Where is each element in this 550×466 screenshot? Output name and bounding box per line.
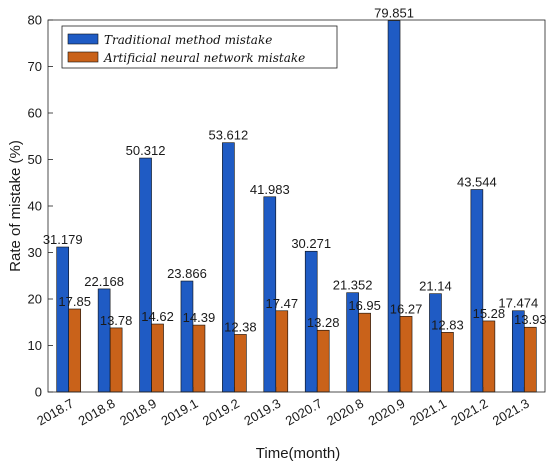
bar-ann-2018.7 <box>69 309 81 392</box>
data-label-ann-2018.8: 13.78 <box>100 313 133 328</box>
y-tick-label: 60 <box>28 106 42 121</box>
y-tick-label: 50 <box>28 152 42 167</box>
plot-frame <box>48 20 545 392</box>
bar-traditional-2021.2 <box>471 190 483 392</box>
x-tick-label-2019.1: 2019.1 <box>159 396 201 429</box>
data-label-traditional-2019.2: 53.612 <box>208 128 248 143</box>
data-label-ann-2020.8: 16.95 <box>348 298 381 313</box>
y-axis-title: Rate of mistake (%) <box>7 140 24 272</box>
data-label-traditional-2021.3: 17.474 <box>498 296 538 311</box>
x-tick-label-2018.9: 2018.9 <box>117 396 159 429</box>
x-tick-label-2021.3: 2021.3 <box>490 396 532 429</box>
bar-traditional-2018.7 <box>57 247 69 392</box>
legend-label-ann: Artificial neural network mistake <box>103 51 305 65</box>
bar-traditional-2020.9 <box>388 21 400 392</box>
data-label-traditional-2018.8: 22.168 <box>84 274 124 289</box>
legend: Traditional method mistake Artificial ne… <box>62 26 337 68</box>
bar-traditional-2019.3 <box>264 197 276 392</box>
y-tick-label: 70 <box>28 59 42 74</box>
data-label-ann-2019.1: 14.39 <box>183 310 216 325</box>
bar-ann-2019.1 <box>193 325 205 392</box>
bar-traditional-2018.8 <box>98 289 110 392</box>
y-tick-label: 30 <box>28 245 42 260</box>
data-label-ann-2021.3: 13.93 <box>514 312 547 327</box>
bar-ann-2018.9 <box>152 324 164 392</box>
bar-ann-2021.2 <box>483 321 495 392</box>
bar-traditional-2018.9 <box>140 158 152 392</box>
x-axis-title: Time(month) <box>256 445 340 462</box>
y-tick-label: 0 <box>35 385 42 400</box>
bars-layer <box>57 21 537 392</box>
legend-swatch-ann <box>68 52 98 62</box>
bar-traditional-2021.1 <box>429 294 441 392</box>
x-tick-label-2018.8: 2018.8 <box>76 396 118 429</box>
data-label-traditional-2020.9: 79.851 <box>374 6 414 21</box>
bar-ann-2020.8 <box>359 313 371 392</box>
bar-ann-2020.9 <box>400 316 412 392</box>
data-label-ann-2020.9: 16.27 <box>390 301 423 316</box>
data-label-traditional-2021.2: 43.544 <box>457 175 497 190</box>
bar-ann-2019.2 <box>234 334 246 392</box>
data-label-ann-2019.3: 17.47 <box>266 296 299 311</box>
x-tick-label-2020.9: 2020.9 <box>366 396 408 429</box>
data-label-traditional-2018.7: 31.179 <box>43 232 83 247</box>
x-tick-label-2020.7: 2020.7 <box>283 396 325 429</box>
y-tick-label: 40 <box>28 199 42 214</box>
data-label-ann-2019.2: 12.38 <box>224 319 257 334</box>
bar-traditional-2019.1 <box>181 281 193 392</box>
x-tick-label-2018.7: 2018.7 <box>34 396 76 429</box>
data-label-traditional-2019.3: 41.983 <box>250 182 290 197</box>
x-tick-label-2019.3: 2019.3 <box>241 396 283 429</box>
legend-swatch-traditional <box>68 34 98 44</box>
y-tick-label: 80 <box>28 13 42 28</box>
bar-ann-2021.3 <box>524 327 536 392</box>
legend-label-traditional: Traditional method mistake <box>104 33 272 47</box>
data-label-ann-2020.7: 13.28 <box>307 315 340 330</box>
data-label-traditional-2019.1: 23.866 <box>167 266 207 281</box>
data-label-traditional-2020.7: 30.271 <box>291 236 331 251</box>
bar-traditional-2019.2 <box>222 143 234 392</box>
y-tick-label: 20 <box>28 292 42 307</box>
x-tick-label-2021.2: 2021.2 <box>448 396 490 429</box>
data-label-ann-2021.1: 12.83 <box>431 317 464 332</box>
x-tick-label-2020.8: 2020.8 <box>324 396 366 429</box>
bar-ann-2021.1 <box>441 332 453 392</box>
data-label-traditional-2018.9: 50.312 <box>126 143 166 158</box>
x-tick-label-2019.2: 2019.2 <box>200 396 242 429</box>
data-label-traditional-2020.8: 21.352 <box>333 278 373 293</box>
bar-ann-2019.3 <box>276 311 288 392</box>
data-label-traditional-2021.1: 21.14 <box>419 279 452 294</box>
data-label-ann-2018.7: 17.85 <box>58 294 91 309</box>
y-tick-label: 10 <box>28 338 42 353</box>
x-tick-label-2021.1: 2021.1 <box>407 396 449 429</box>
bar-ann-2018.8 <box>110 328 122 392</box>
data-label-ann-2018.9: 14.62 <box>141 309 174 324</box>
bar-ann-2020.7 <box>317 330 329 392</box>
